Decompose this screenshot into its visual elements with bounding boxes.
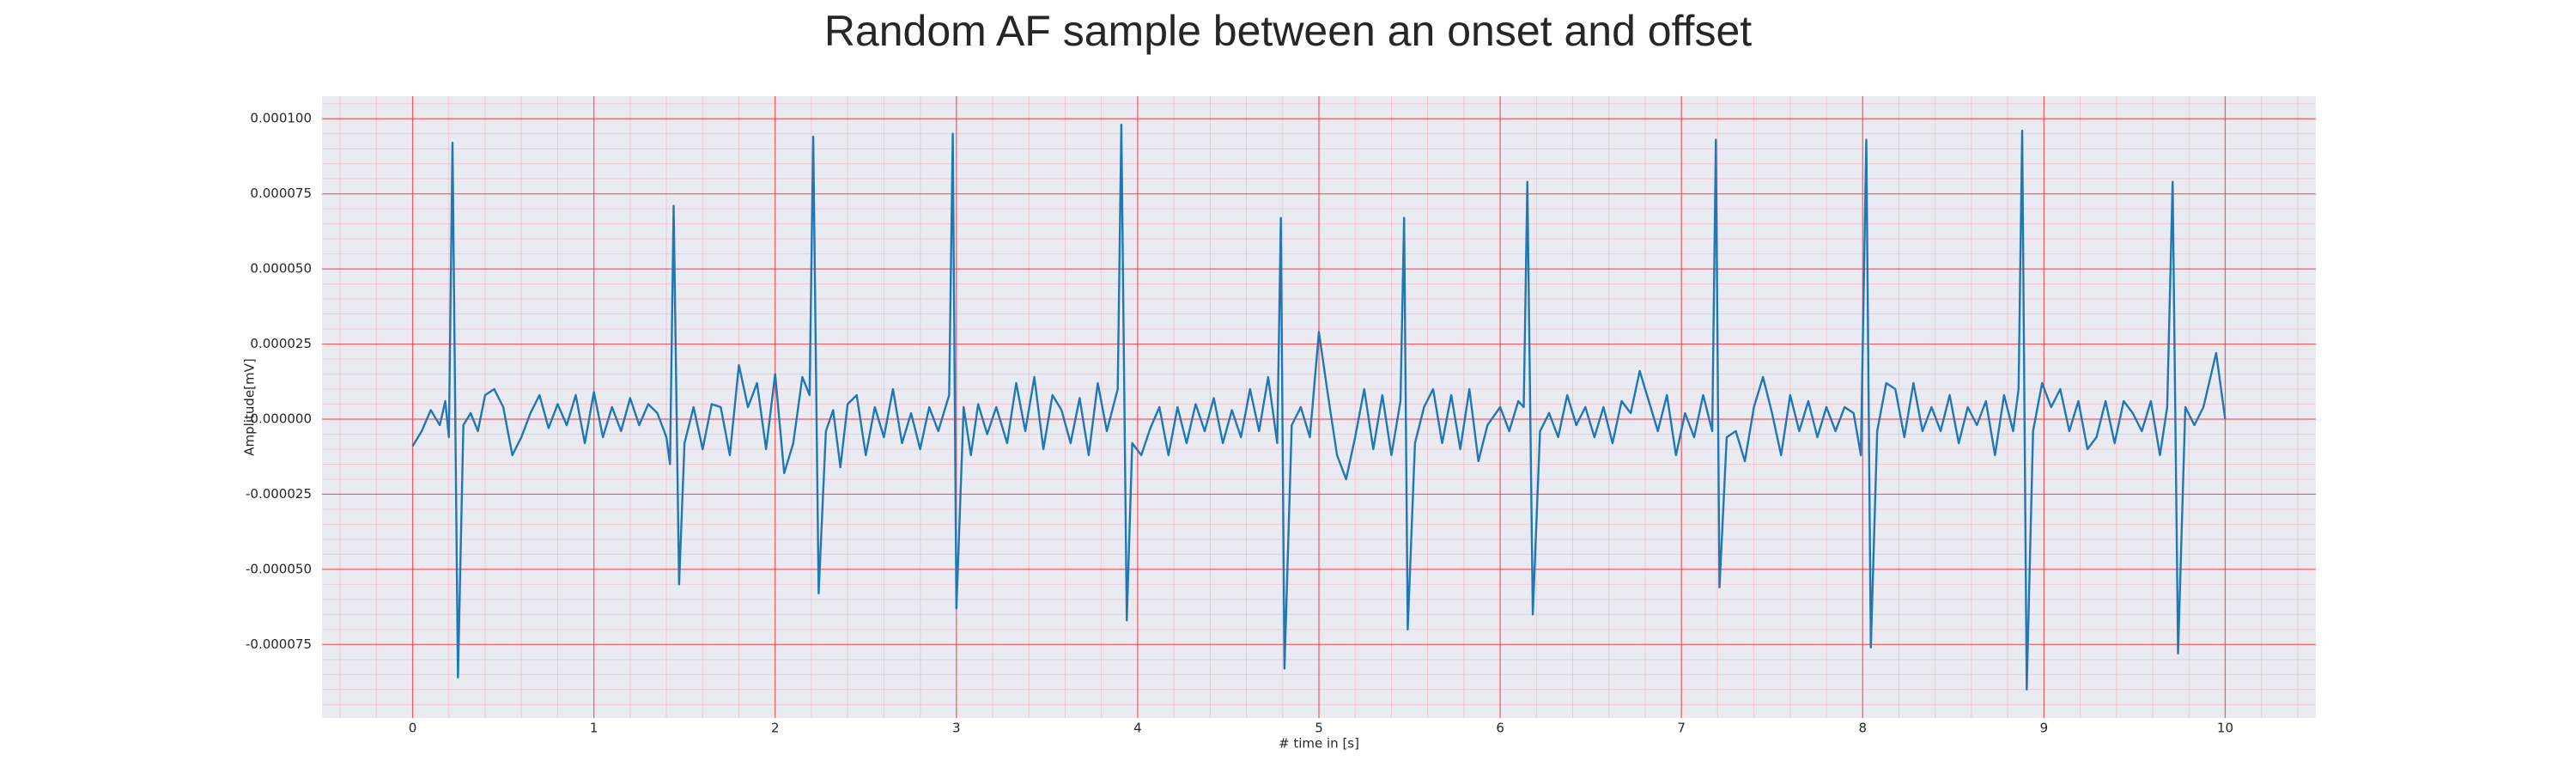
y-tick-label: -0.000050 [246,561,312,576]
x-tick-label: 1 [590,721,598,736]
x-tick-label: 7 [1677,721,1686,736]
y-tick-label: 0.000100 [250,111,312,126]
x-tick-label: 3 [952,721,961,736]
x-tick-label: 4 [1133,721,1142,736]
y-tick-label: -0.000075 [246,636,312,652]
x-axis-label: # time in [s] [1279,736,1359,752]
y-tick-label: -0.000025 [246,486,312,502]
y-tick-label: 0.000000 [250,411,312,426]
chart-title: Random AF sample between an onset and of… [824,7,1752,55]
x-tick-label: 2 [771,721,780,736]
data-line [411,124,2227,691]
y-tick-label: 0.000075 [250,186,312,201]
x-tick-label: 5 [1315,721,1323,736]
x-tick-label: 10 [2217,721,2233,736]
x-tick-label: 6 [1496,721,1504,736]
x-tick-label: 8 [1858,721,1867,736]
x-tick-label: 0 [409,721,417,736]
y-tick-label: 0.000025 [250,336,312,351]
x-tick-label: 9 [2040,721,2049,736]
y-tick-label: 0.000050 [250,261,312,277]
y-axis-label: Amplitude[mV] [242,358,258,455]
